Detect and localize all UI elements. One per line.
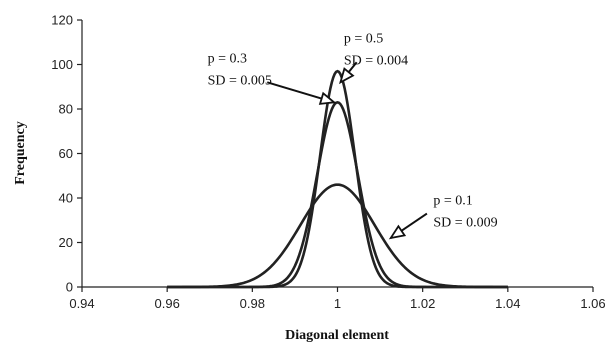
annotation-arrowhead-0 [318,91,337,105]
series-line-2 [167,69,508,289]
x-tick-label: 1 [334,296,341,311]
y-tick-label: 120 [51,13,73,28]
annotations: p = 0.3 SD = 0.005 p = 0.5 SD = 0.004 p = 0.… [208,31,498,240]
y-tick-label: 20 [59,235,73,250]
annotation-text-2: p = 0.1 [433,194,472,209]
x-tick-label: 0.94 [69,296,94,311]
annotation-arrowhead-2 [388,224,407,240]
y-tick-label: 0 [66,280,73,295]
x-axis-title: Diagonal element [285,328,389,343]
x-tick-label: 1.04 [495,296,520,311]
annotation-text-2: SD = 0.009 [433,216,497,231]
y-tick-label: 80 [59,102,73,117]
x-tick-label: 1.06 [580,296,605,311]
x-tick-label: 0.98 [240,296,265,311]
y-axis-title: Frequency [13,121,28,185]
y-tick-label: 100 [51,57,73,72]
x-tick-label: 1.02 [410,296,435,311]
axes [81,20,593,288]
x-tick-label: 0.96 [155,296,180,311]
annotation-text-0: p = 0.3 [208,51,247,66]
annotation-arrowhead-1 [339,67,355,85]
annotation-text-0: SD = 0.005 [208,73,272,88]
y-tick-label: 40 [59,191,73,206]
annotation-text-1: p = 0.5 [344,31,383,46]
curves [167,69,508,289]
annotation-text-1: SD = 0.004 [344,53,408,68]
y-tick-label: 60 [59,146,73,161]
ticks: 0.94 0.96 0.98 1 1.02 1.04 1.06 0 20 40 60 80 100 120 [51,13,605,312]
